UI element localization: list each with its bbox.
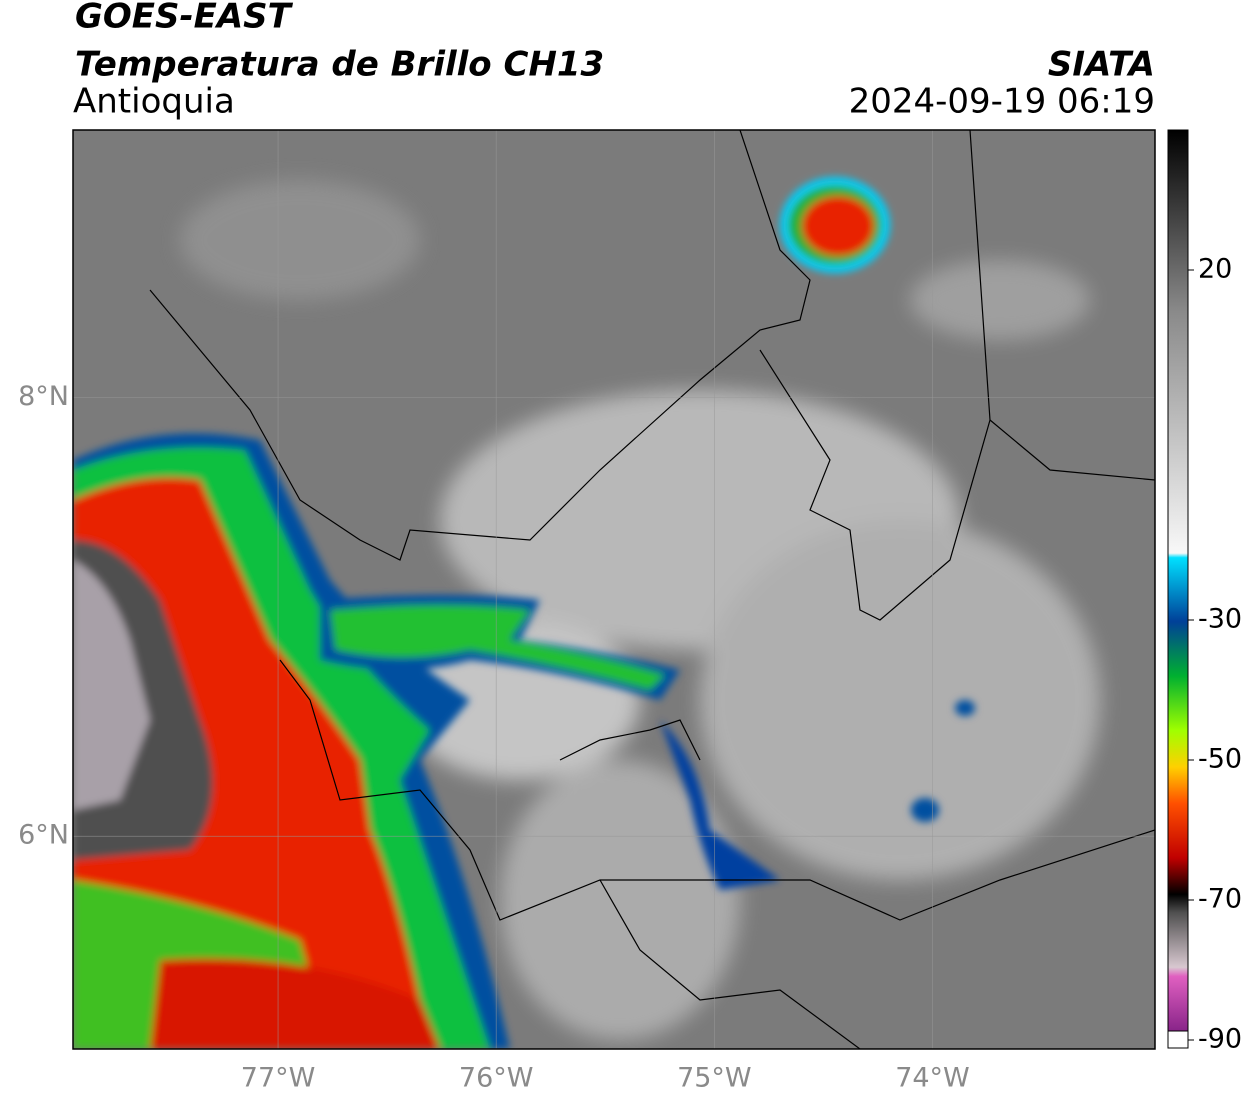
colorbar-under — [1167, 1030, 1189, 1049]
y-tick-label: 8°N — [18, 381, 69, 412]
colorbar-frame — [1167, 129, 1189, 1049]
x-tick-label: 74°W — [895, 1063, 970, 1094]
product: Temperatura de Brillo CH13 — [75, 45, 604, 85]
x-tick-label: 76°W — [459, 1063, 534, 1094]
colorbar — [1168, 130, 1188, 1040]
y-tick-label: 6°N — [18, 820, 69, 851]
region: Antioquia — [73, 82, 235, 122]
colorbar-tick-label: -70 — [1198, 884, 1242, 915]
colorbar-tick-label: -50 — [1198, 744, 1242, 775]
borders — [149, 130, 1155, 1049]
datetime: 2024-09-19 06:19 — [849, 82, 1155, 122]
x-tick-label: 75°W — [677, 1063, 752, 1094]
colorbar-tick-label: -30 — [1198, 604, 1242, 635]
colorbar-tick-label: 20 — [1198, 254, 1232, 285]
source: SIATA — [1048, 45, 1155, 85]
map-frame — [72, 129, 1156, 1050]
satellite: GOES-EAST — [75, 0, 294, 37]
imagery — [73, 130, 1155, 1049]
titles: GOES-EAST Temperatura de Brillo CH13 Ant… — [73, 0, 1155, 122]
x-tick-label: 77°W — [241, 1063, 316, 1094]
colorbar-tick-label: -90 — [1198, 1024, 1242, 1055]
